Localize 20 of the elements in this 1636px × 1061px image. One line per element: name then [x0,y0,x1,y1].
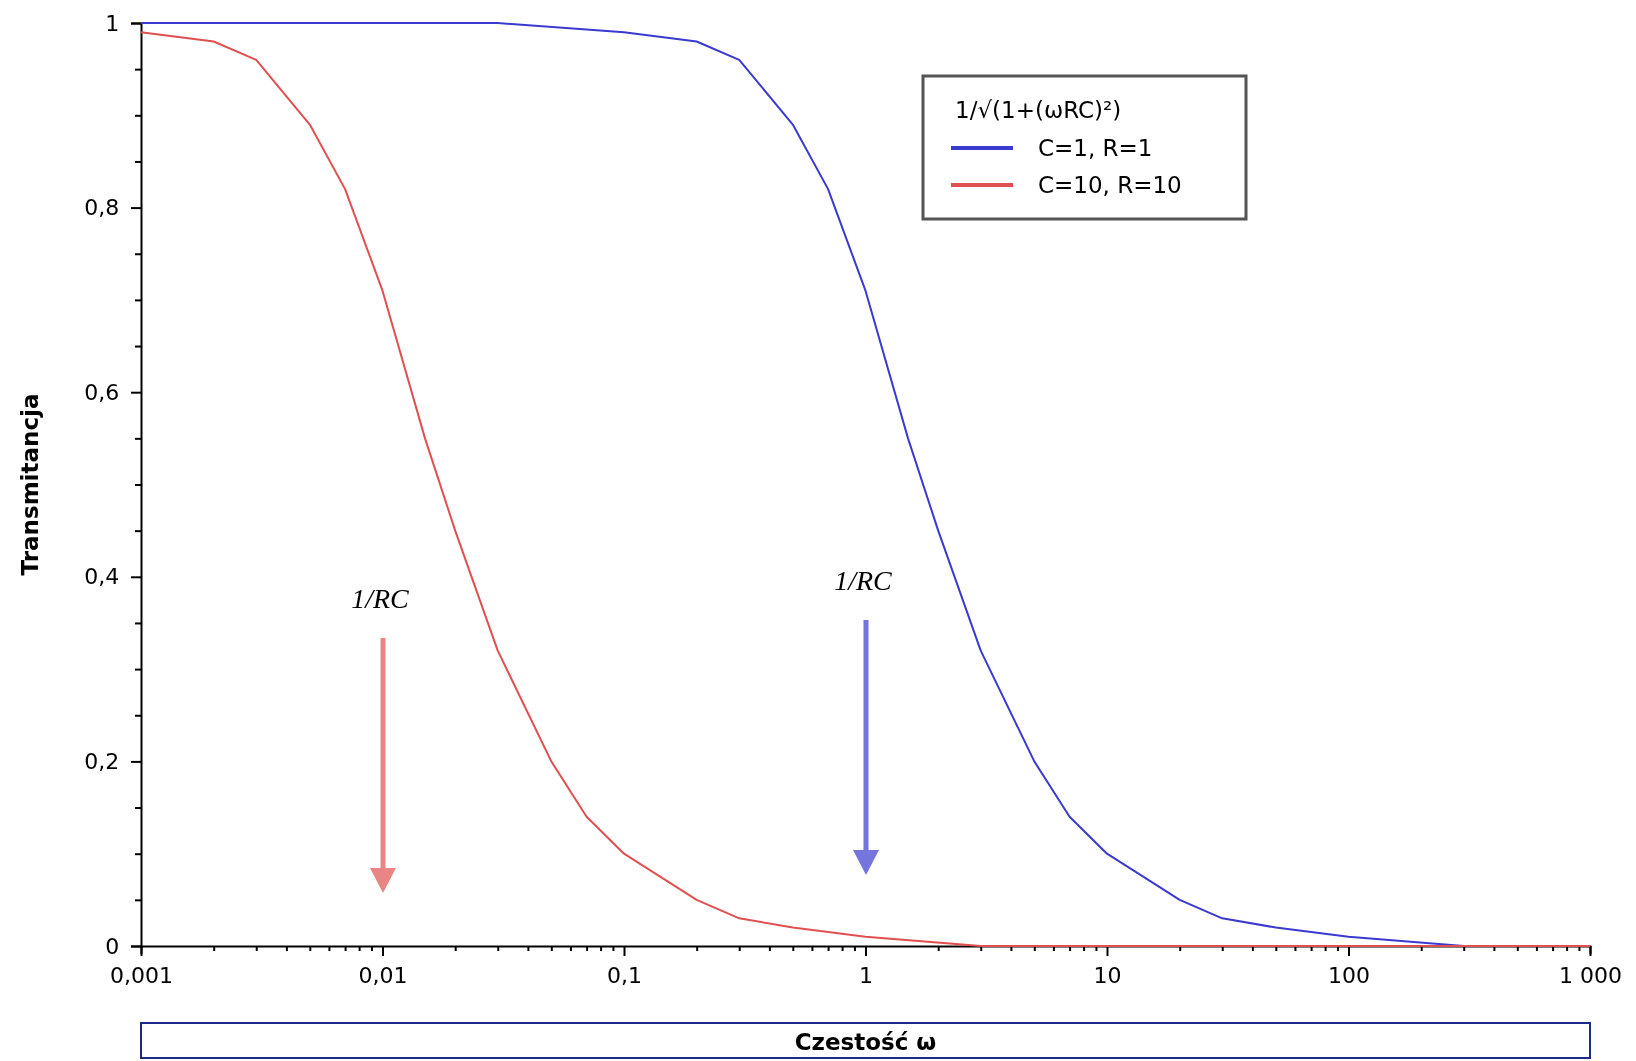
x-tick-label: 0,001 [110,963,173,989]
x-tick-label: 1 000 [1559,963,1622,989]
legend-label: C=1, R=1 [1038,135,1153,161]
y-tick-label: 0,4 [84,564,120,590]
x-tick-label: 1 [859,963,873,989]
y-axis-title: Transmitancja [17,393,43,576]
y-tick-label: 0,2 [84,748,120,774]
annotation: 1/RC [351,583,410,614]
x-tick-label: 100 [1328,963,1370,989]
y-tick-label: 1 [105,10,120,36]
y-tick-label: 0,8 [84,195,120,221]
legend-label: C=10, R=10 [1038,172,1182,198]
x-tick-label: 0,1 [607,963,642,989]
y-tick-label: 0,6 [84,379,120,405]
x-tick-label: 10 [1093,963,1122,989]
x-tick-label: 0,01 [358,963,408,989]
y-tick-label: 0 [105,933,120,959]
legend-title: 1/√(1+(ωRC)²) [955,97,1122,123]
x-axis-title: Czestość ω [794,1029,937,1055]
annotation: 1/RC [834,565,893,596]
